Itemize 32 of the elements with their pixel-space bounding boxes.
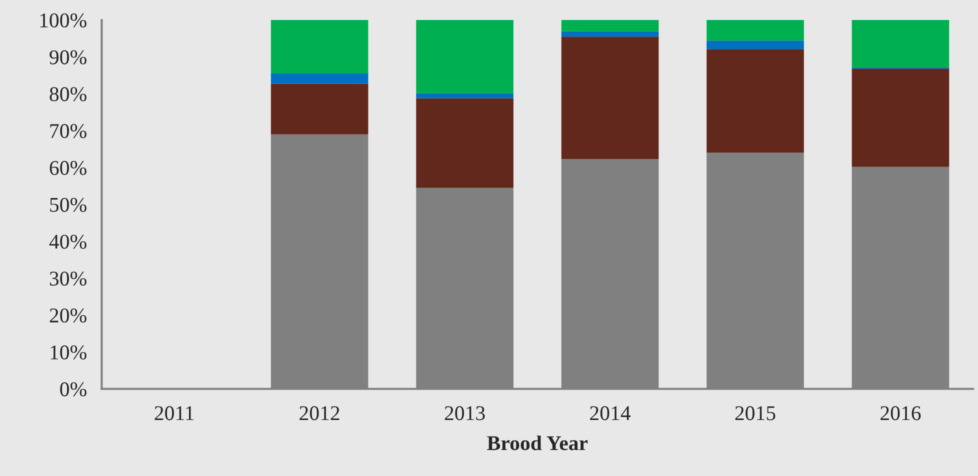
x-tick-label: 2016 bbox=[880, 406, 921, 420]
bar bbox=[706, 20, 804, 41]
y-tick-label: 20% bbox=[50, 308, 86, 323]
y-tick-label: 90% bbox=[50, 50, 86, 64]
x-tick-label: 2011 bbox=[154, 406, 194, 420]
y-tick-label: 30% bbox=[50, 272, 86, 286]
bar bbox=[561, 20, 659, 32]
y-tick-label: 10% bbox=[50, 345, 86, 360]
bar bbox=[852, 20, 950, 68]
x-tick-label: 2013 bbox=[444, 406, 485, 420]
x-axis-title: Brood Year bbox=[487, 436, 588, 450]
y-tick-label: 100% bbox=[40, 13, 86, 28]
bar bbox=[270, 84, 368, 134]
y-tick-label: 0% bbox=[60, 382, 86, 396]
bar bbox=[706, 49, 804, 153]
y-tick-label: 70% bbox=[50, 124, 86, 138]
y-tick-label: 50% bbox=[50, 198, 86, 212]
bar bbox=[416, 20, 514, 94]
x-tick-label: 2014 bbox=[590, 406, 631, 420]
bar bbox=[416, 98, 514, 188]
y-tick-label: 40% bbox=[49, 234, 86, 249]
bar bbox=[416, 93, 514, 98]
bar bbox=[270, 20, 368, 74]
y-tick-label: 60% bbox=[50, 160, 86, 176]
bar bbox=[706, 40, 804, 50]
bar bbox=[561, 36, 659, 160]
bar bbox=[561, 31, 659, 37]
x-tick-label: 2012 bbox=[300, 406, 340, 420]
y-tick-label: 80% bbox=[50, 87, 86, 102]
x-tick-label: 2015 bbox=[735, 406, 776, 420]
bar bbox=[270, 73, 368, 84]
bar bbox=[852, 68, 950, 167]
